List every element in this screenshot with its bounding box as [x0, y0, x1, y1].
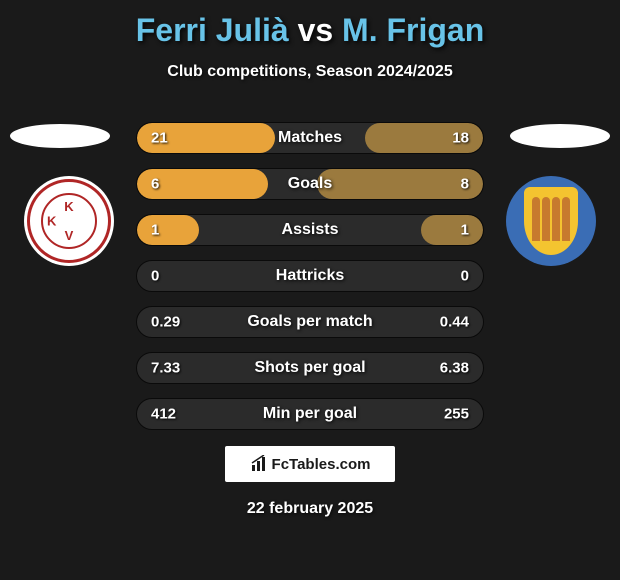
- stat-label: Matches: [278, 129, 342, 147]
- stat-value-right: 18: [452, 130, 469, 147]
- stat-label: Min per goal: [263, 405, 357, 423]
- player1-name: Ferri Julià: [136, 12, 289, 48]
- stat-value-left: 0.29: [151, 314, 180, 331]
- player2-name: M. Frigan: [342, 12, 484, 48]
- stat-value-right: 0.44: [440, 314, 469, 331]
- stat-row: 0.29 0.44 Goals per match: [136, 306, 484, 338]
- stat-value-right: 0: [461, 268, 469, 285]
- stat-row: 1 1 Assists: [136, 214, 484, 246]
- stat-row: 6 8 Goals: [136, 168, 484, 200]
- stat-value-left: 6: [151, 176, 159, 193]
- stat-row: 21 18 Matches: [136, 122, 484, 154]
- stat-row: 7.33 6.38 Shots per goal: [136, 352, 484, 384]
- stat-label: Shots per goal: [254, 359, 365, 377]
- stat-value-left: 0: [151, 268, 159, 285]
- stat-label: Hattricks: [276, 267, 344, 285]
- stat-value-left: 412: [151, 406, 176, 423]
- kv-kortrijk-crest: K K V: [27, 179, 111, 263]
- stat-value-right: 255: [444, 406, 469, 423]
- stat-value-right: 1: [461, 222, 469, 239]
- stat-bar-right: [317, 169, 483, 199]
- stat-bar-left: [137, 215, 199, 245]
- fctables-logo[interactable]: FcTables.com: [225, 446, 395, 482]
- comparison-title: Ferri Julià vs M. Frigan: [0, 0, 620, 49]
- stat-row: 0 0 Hattricks: [136, 260, 484, 292]
- club-badge-right: [506, 176, 596, 266]
- player1-silhouette-base: [10, 124, 110, 148]
- stat-label: Assists: [282, 221, 339, 239]
- stat-label: Goals per match: [247, 313, 372, 331]
- stat-value-right: 6.38: [440, 360, 469, 377]
- stat-row: 412 255 Min per goal: [136, 398, 484, 430]
- stat-bar-right: [421, 215, 483, 245]
- vs-separator: vs: [298, 12, 334, 48]
- stat-value-left: 21: [151, 130, 168, 147]
- season-subtitle: Club competitions, Season 2024/2025: [0, 63, 620, 81]
- stat-value-right: 8: [461, 176, 469, 193]
- club-badge-left: K K V: [24, 176, 114, 266]
- stat-value-left: 7.33: [151, 360, 180, 377]
- stat-value-left: 1: [151, 222, 159, 239]
- comparison-date: 22 february 2025: [247, 500, 373, 518]
- westerlo-crest: [524, 187, 578, 255]
- stat-label: Goals: [288, 175, 332, 193]
- logo-text: FcTables.com: [272, 456, 371, 473]
- player2-silhouette-base: [510, 124, 610, 148]
- chart-icon: [250, 455, 268, 473]
- stats-comparison-table: 21 18 Matches 6 8 Goals 1 1 Assists 0 0 Hattricks 0.…: [136, 122, 484, 444]
